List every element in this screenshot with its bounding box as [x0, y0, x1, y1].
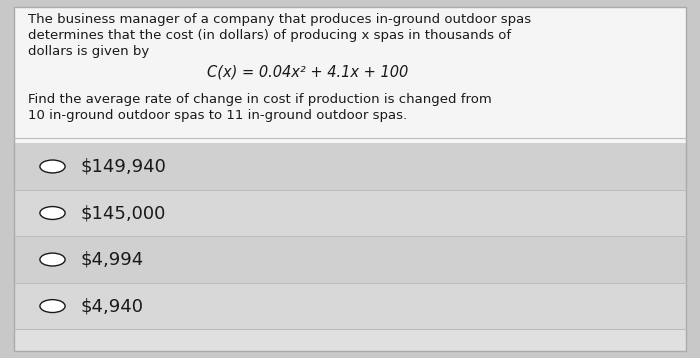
Text: Find the average rate of change in cost if production is changed from: Find the average rate of change in cost …: [28, 93, 491, 106]
Text: determines that the cost (in dollars) of producing x spas in thousands of: determines that the cost (in dollars) of…: [28, 29, 511, 42]
Text: $4,994: $4,994: [80, 251, 144, 268]
Text: $145,000: $145,000: [80, 204, 166, 222]
Circle shape: [40, 253, 65, 266]
Text: The business manager of a company that produces in-ground outdoor spas: The business manager of a company that p…: [28, 13, 531, 25]
Text: C(x) = 0.04x² + 4.1x + 100: C(x) = 0.04x² + 4.1x + 100: [207, 64, 409, 79]
FancyBboxPatch shape: [14, 283, 686, 329]
FancyBboxPatch shape: [14, 222, 686, 351]
Circle shape: [40, 300, 65, 313]
Text: $149,940: $149,940: [80, 158, 167, 175]
FancyBboxPatch shape: [14, 143, 686, 190]
Text: 10 in-ground outdoor spas to 11 in-ground outdoor spas.: 10 in-ground outdoor spas to 11 in-groun…: [28, 109, 407, 122]
Text: $4,940: $4,940: [80, 297, 144, 315]
FancyBboxPatch shape: [14, 190, 686, 236]
FancyBboxPatch shape: [14, 7, 686, 222]
Text: dollars is given by: dollars is given by: [28, 45, 149, 58]
Circle shape: [40, 207, 65, 219]
Circle shape: [40, 160, 65, 173]
FancyBboxPatch shape: [14, 236, 686, 283]
